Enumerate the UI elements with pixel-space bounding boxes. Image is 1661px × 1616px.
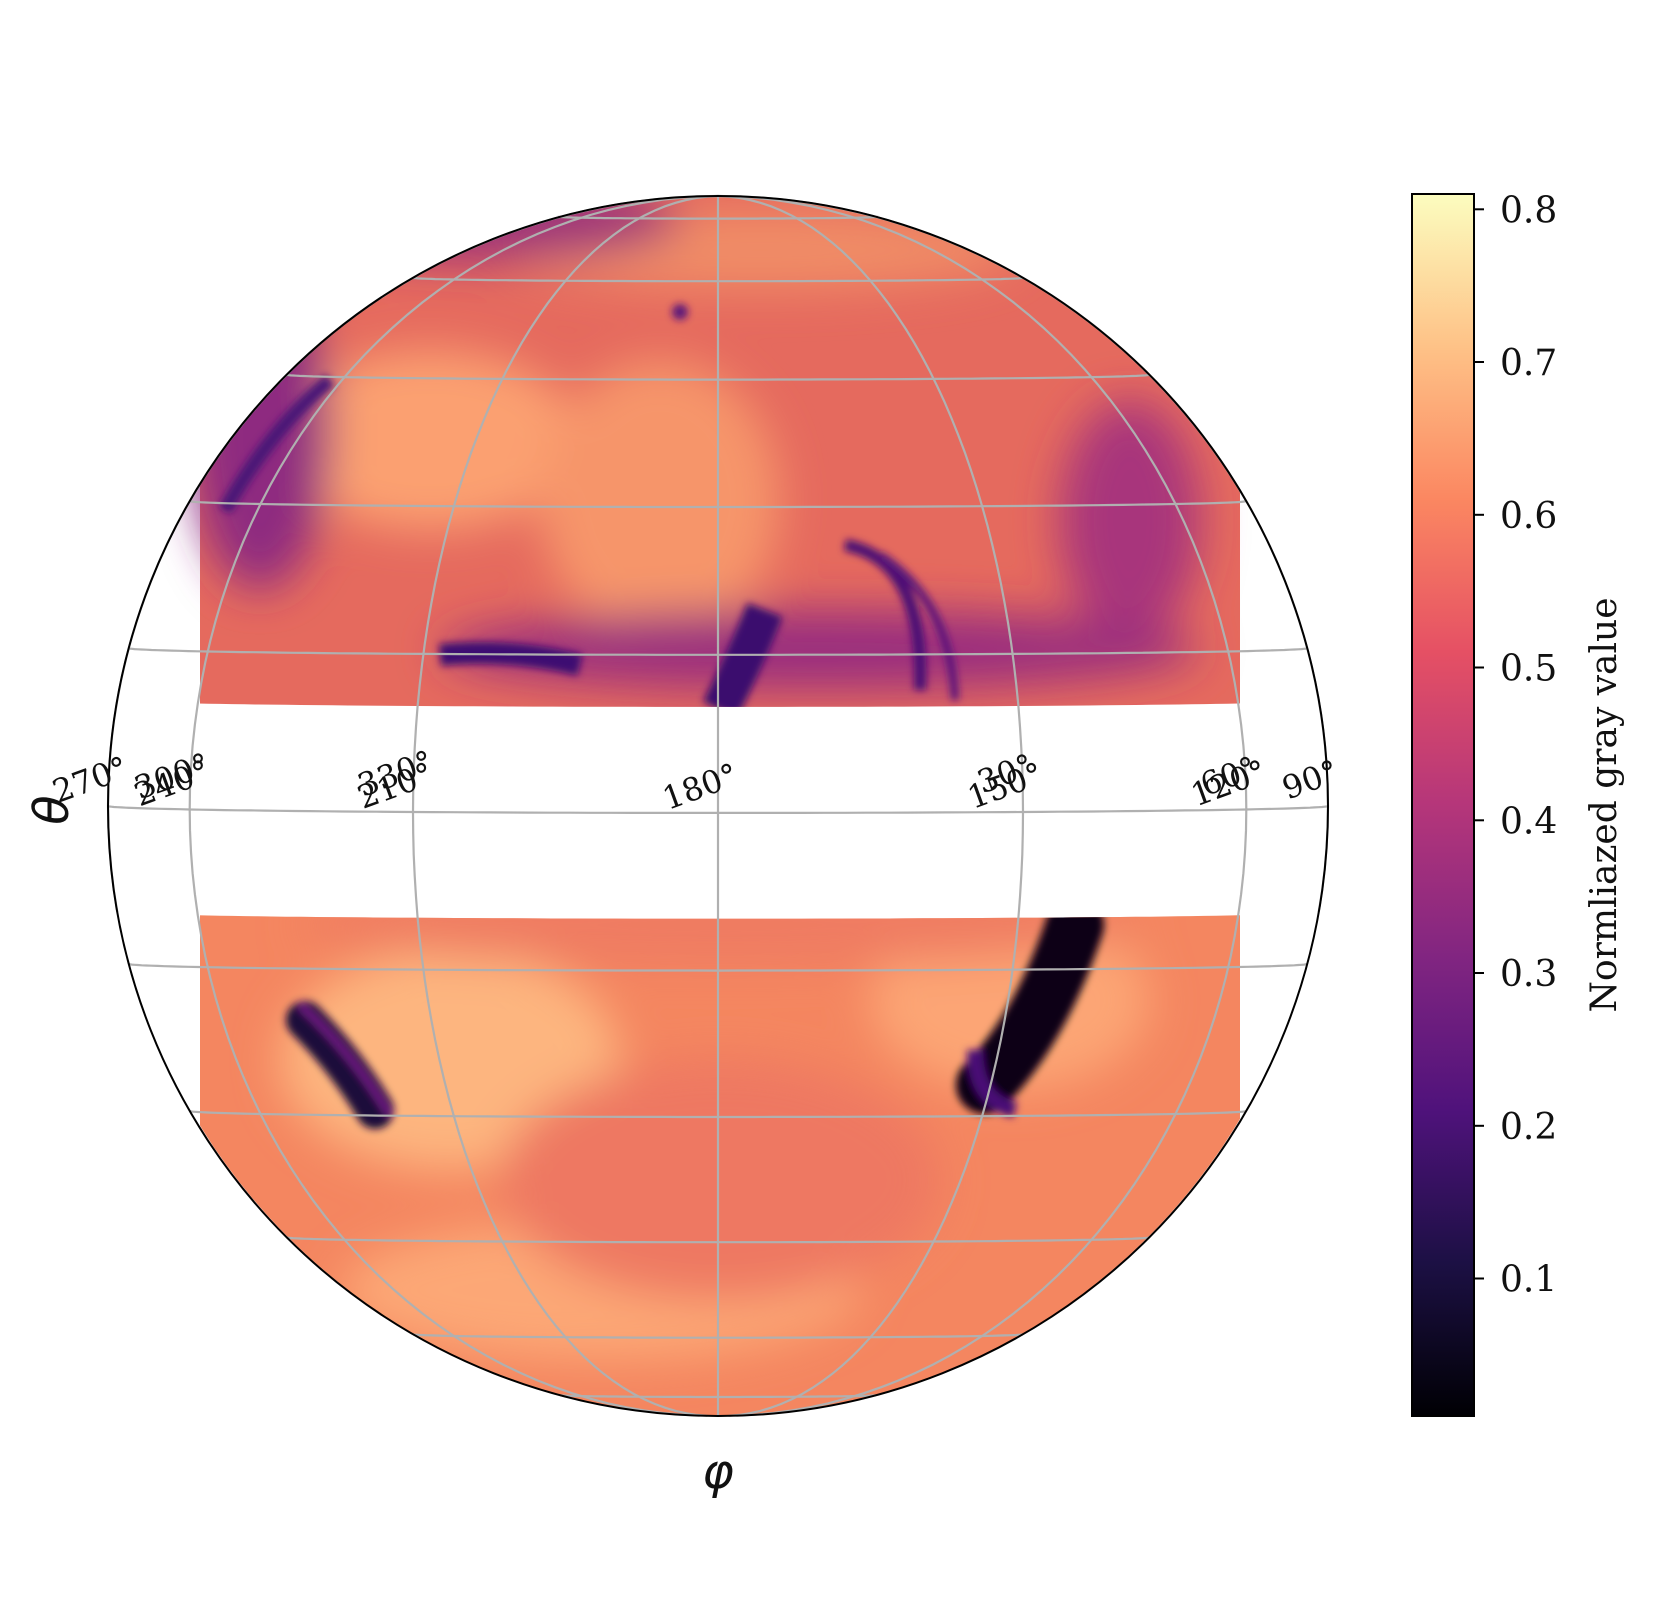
colorbar-tick-label-0.2: 0.2 (1500, 1107, 1557, 1148)
north-dark-arc (843, 539, 927, 691)
north-left-dark (190, 270, 330, 590)
parallel-s75 (559, 1394, 877, 1399)
north-dark-arc-2 (877, 551, 959, 701)
parallel-s45 (286, 1236, 1150, 1244)
parallel-n75 (557, 215, 879, 220)
south-dark-spot-left-rim (297, 1002, 394, 1118)
north-edge-streak (218, 374, 335, 514)
colorbar-tick-label-0.5: 0.5 (1500, 649, 1557, 690)
longitude-label-180: 180° (658, 756, 743, 818)
north-dark-streak-2 (703, 602, 783, 707)
north-light-band (540, 360, 780, 640)
south-top-band (300, 911, 1140, 965)
colorbar-tick-label-0.3: 0.3 (1500, 954, 1557, 995)
south-dark-band-right (956, 911, 1104, 1114)
parallel-s30 (189, 1110, 1247, 1119)
meridian-150 (717, 194, 1025, 1417)
colorbar-gradient (1411, 193, 1475, 1417)
meridian-240 (188, 194, 719, 1417)
meridian-210 (411, 194, 719, 1417)
parallel-n45 (285, 373, 1151, 381)
parallel-n15 (128, 647, 1308, 656)
longitude-labels: 330°300°270°240° 210° 180° 150° 120° 90°60°30… (48, 743, 1344, 818)
south-center-warm (500, 1060, 940, 1300)
colorbar: 0.1 0.2 0.3 0.4 0.5 0.6 0.7 0.8 Normliazed gray… (1411, 190, 1625, 1417)
south-cap-texture (280, 911, 1150, 1360)
south-dark-band-right-rim (967, 1049, 1018, 1118)
parallel-s15 (128, 963, 1308, 972)
parallel-n0 (107, 805, 1329, 814)
colorbar-tick-label-0.6: 0.6 (1500, 496, 1557, 537)
north-spot (672, 304, 688, 320)
south-cap (200, 911, 1240, 1416)
south-dark-spot-left (286, 1001, 394, 1129)
colorbar-tick-label-0.7: 0.7 (1500, 343, 1557, 384)
north-cap (190, 196, 1240, 707)
theta-axis-label: θ (24, 795, 80, 824)
north-light-patch (280, 350, 580, 530)
parallel-n30 (189, 500, 1247, 509)
north-rim-dark (280, 196, 680, 260)
colorbar-tick-label-0.4: 0.4 (1500, 801, 1557, 842)
phi-axis-label: φ (702, 1444, 734, 1500)
parallel-n60 (412, 276, 1024, 283)
longitude-label-90: 90° (1277, 752, 1343, 807)
colorbar-ticks: 0.1 0.2 0.3 0.4 0.5 0.6 0.7 0.8 (1474, 190, 1557, 1301)
colorbar-tick-label-0.1: 0.1 (1500, 1260, 1557, 1301)
parallel-s60 (412, 1333, 1024, 1339)
colorbar-tick-label-0.8: 0.8 (1500, 190, 1557, 231)
south-cap-features (286, 911, 1104, 1129)
north-right-dark (1060, 400, 1200, 640)
meridian-120 (717, 194, 1248, 1417)
sphere-outline (107, 195, 1329, 1417)
colorbar-label: Normliazed gray value (1584, 597, 1625, 1012)
